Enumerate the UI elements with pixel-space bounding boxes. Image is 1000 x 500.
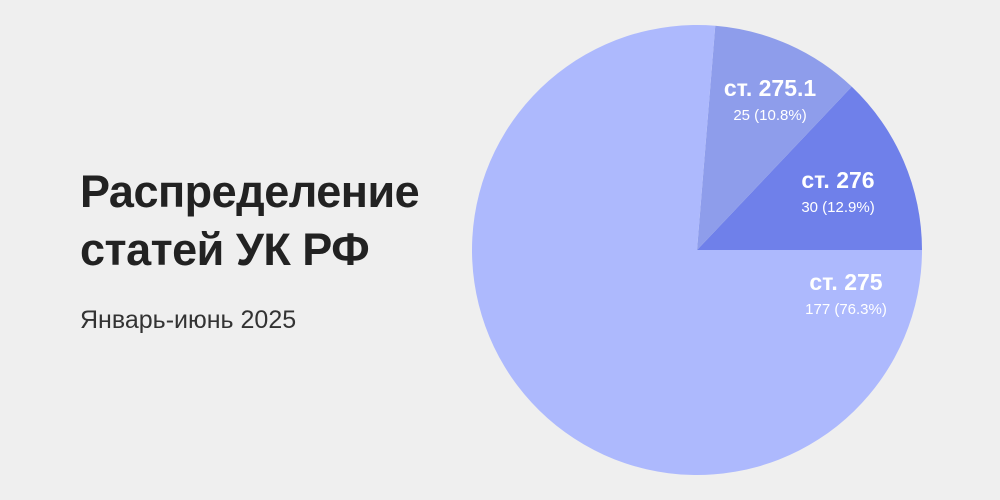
- pie-slice: [472, 24, 922, 475]
- slice-label: ст. 276: [801, 167, 874, 193]
- slice-label: ст. 275: [809, 269, 882, 295]
- slice-value-label: 177 (76.3%): [805, 301, 887, 318]
- chart-subtitle: Январь-июнь 2025: [80, 306, 297, 334]
- chart-title: Распределение статей УК РФ: [80, 166, 420, 275]
- slice-value-label: 25 (10.8%): [733, 107, 806, 124]
- slice-value-label: 30 (12.9%): [801, 199, 874, 216]
- pie-slice: [697, 25, 852, 250]
- slice-label: ст. 275.1: [724, 75, 817, 101]
- pie-slice: [697, 86, 922, 250]
